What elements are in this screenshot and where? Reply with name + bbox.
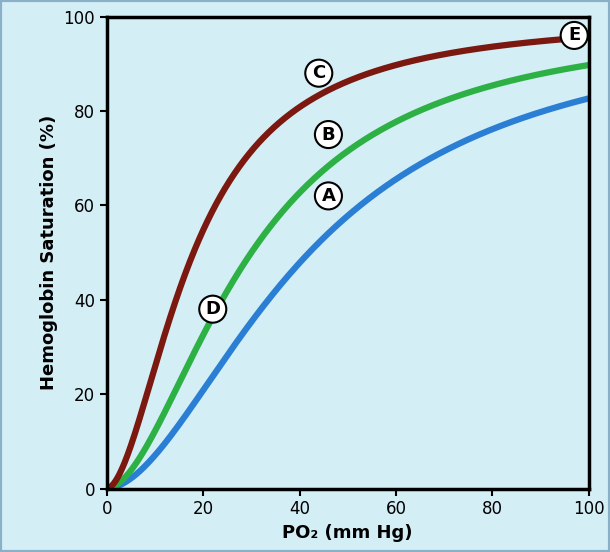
X-axis label: PO₂ (mm Hg): PO₂ (mm Hg) bbox=[282, 524, 413, 542]
Text: A: A bbox=[321, 187, 336, 205]
Y-axis label: Hemoglobin Saturation (%): Hemoglobin Saturation (%) bbox=[40, 115, 58, 390]
Text: B: B bbox=[321, 125, 336, 144]
Text: D: D bbox=[206, 300, 220, 318]
Text: E: E bbox=[568, 26, 580, 45]
Text: C: C bbox=[312, 64, 325, 82]
